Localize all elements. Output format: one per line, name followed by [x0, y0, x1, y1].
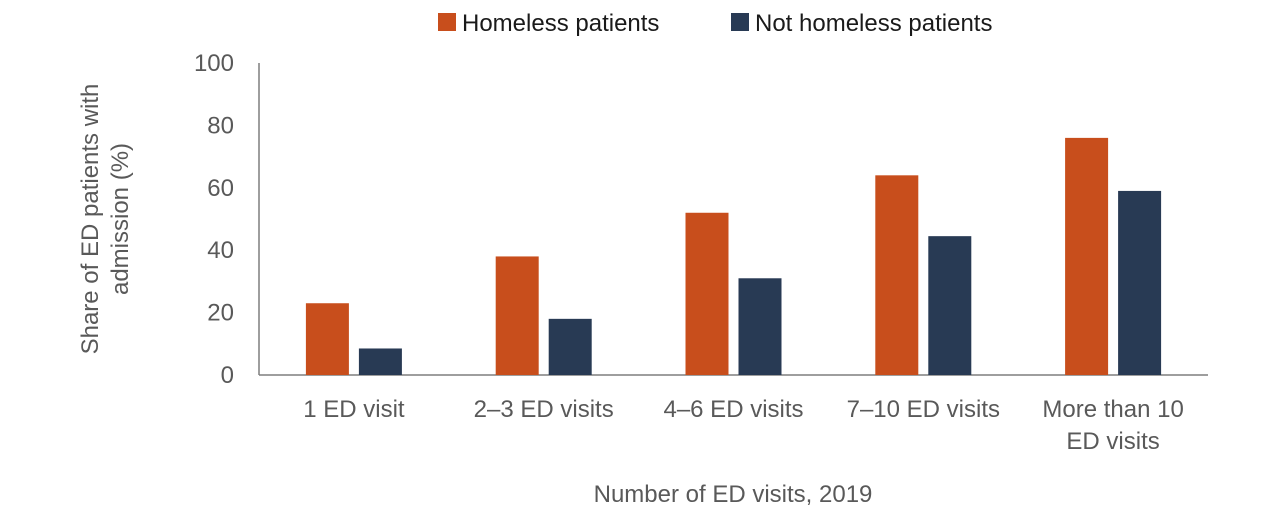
x-category-label: 1 ED visit [303, 396, 405, 423]
y-axis-title-text: Share of ED patients with admission (%) [77, 84, 134, 355]
legend: Homeless patients Not homeless patients [438, 10, 992, 37]
legend-label: Not homeless patients [755, 10, 992, 37]
x-axis-title: Number of ED visits, 2019 [594, 481, 873, 508]
x-category-label: More than 10 ED visits [1042, 396, 1183, 455]
legend-label: Homeless patients [462, 10, 659, 37]
y-tick-label: 40 [207, 237, 234, 264]
x-category-label: 2–3 ED visits [474, 396, 614, 423]
x-category-label: 7–10 ED visits [847, 396, 1000, 423]
bar-homeless [1065, 137, 1109, 375]
legend-swatch [731, 13, 749, 31]
x-category-label: 4–6 ED visits [663, 396, 803, 423]
y-tick-label: 60 [207, 175, 234, 202]
bar-not-homeless [928, 236, 972, 375]
bar-homeless [875, 175, 919, 375]
bar-not-homeless [358, 348, 402, 375]
bar-not-homeless [1118, 190, 1162, 375]
y-tick-label: 100 [194, 50, 234, 77]
x-axis-categories: 1 ED visit 2–3 ED visits 4–6 ED visits 7–10… [303, 396, 1184, 455]
y-axis-ticks: 0 20 40 60 80 100 [194, 50, 234, 389]
y-tick-label: 80 [207, 112, 234, 139]
legend-swatch [438, 13, 456, 31]
y-tick-label: 0 [221, 362, 234, 389]
bar-homeless [685, 212, 729, 375]
bar-homeless [495, 256, 539, 375]
y-tick-label: 20 [207, 300, 234, 327]
bars [305, 137, 1162, 375]
bar-not-homeless [548, 318, 592, 375]
y-axis-title: Share of ED patients with admission (%) [77, 84, 134, 355]
bar-not-homeless [738, 278, 782, 375]
bar-homeless [305, 303, 349, 375]
